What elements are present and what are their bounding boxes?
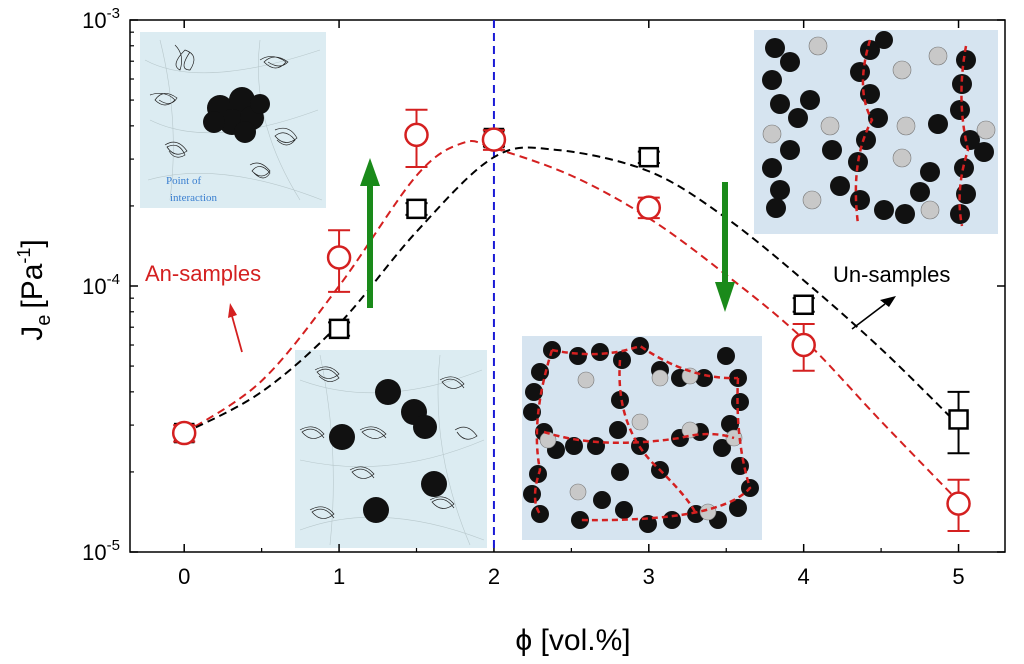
arrow-down-head — [715, 282, 735, 312]
x-tick-label: 0 — [178, 564, 190, 589]
inset-bottom-left — [295, 350, 487, 548]
y-axis-title-sup: -1 — [14, 248, 34, 264]
point-an-samples — [404, 122, 429, 148]
point-un-samples — [328, 318, 350, 340]
inset-note-line1: Point of — [166, 175, 201, 187]
point-an-samples — [636, 195, 662, 220]
point-an-samples — [326, 245, 352, 270]
an-samples-pointer — [231, 315, 243, 353]
arrows — [360, 158, 735, 312]
fit-curve-un-samples — [183, 146, 960, 434]
point-un-samples — [793, 294, 814, 316]
point-un-samples — [948, 409, 969, 430]
y-axis-title-sub: e — [33, 315, 55, 326]
insets: Point of interaction — [140, 30, 998, 548]
x-tick-label: 3 — [643, 564, 655, 589]
x-axis-title: ϕ [vol.%] — [515, 624, 630, 657]
annotations: An-samples Un-samples — [145, 261, 950, 353]
inset-bottom-right — [522, 336, 762, 540]
un-samples-label: Un-samples — [833, 262, 950, 287]
fit-curves — [183, 140, 960, 503]
x-tick-label: 5 — [952, 564, 964, 589]
an-samples-pointer-head — [228, 303, 237, 318]
point-un-samples — [406, 198, 427, 220]
y-axis-title-main: J — [16, 326, 49, 341]
point-an-samples — [171, 420, 197, 446]
x-tick-label: 1 — [333, 564, 345, 589]
an-samples-label: An-samples — [145, 261, 261, 286]
point-an-samples — [791, 332, 816, 358]
inset-top-right — [754, 30, 998, 234]
y-axis-title-unit: [Pa — [16, 263, 49, 308]
point-an-samples — [481, 127, 507, 152]
point-un-samples — [638, 146, 660, 168]
y-axis-label: Je [Pa-1] — [14, 239, 55, 341]
x-tick-label: 4 — [798, 564, 810, 589]
un-samples-pointer-head — [880, 296, 896, 307]
y-tick-label: 10-3 — [82, 5, 120, 33]
fit-curve-an-samples — [183, 140, 960, 503]
inset-top-left: Point of interaction — [140, 32, 326, 208]
y-axis-title: Je [Pa-1] — [14, 239, 55, 341]
data-points — [171, 108, 971, 532]
y-tick-label: 10-5 — [82, 537, 120, 565]
arrow-up-head — [360, 158, 380, 186]
x-tick-label: 2 — [488, 564, 500, 589]
axes: 0 1 2 3 4 5 10-5 10-4 10-3 — [82, 5, 1006, 589]
point-an-samples — [946, 491, 971, 516]
x-axis-label: ϕ [vol.%] — [515, 624, 630, 657]
inset-note-line2: interaction — [170, 192, 218, 204]
y-tick-label: 10-4 — [82, 271, 120, 299]
un-samples-pointer — [851, 303, 886, 330]
y-axis-title-close: ] — [16, 239, 49, 247]
